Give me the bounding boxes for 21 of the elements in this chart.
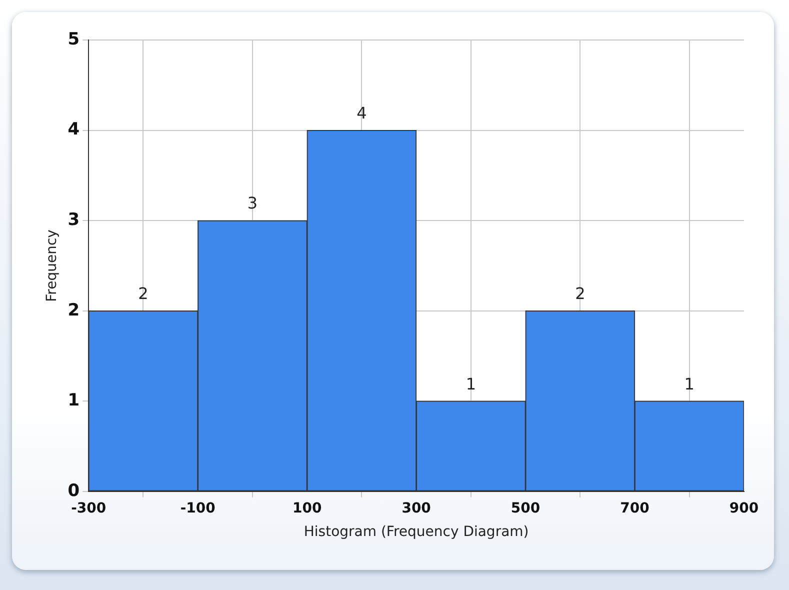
y-tick-label: 4	[68, 120, 80, 140]
x-tick-label: -300	[71, 500, 106, 516]
data-label: 3	[247, 194, 258, 213]
x-tick-label: 300	[402, 500, 432, 516]
x-tick-label: 100	[292, 500, 322, 516]
y-tick-label: 1	[68, 390, 80, 411]
data-label: 1	[684, 374, 694, 394]
data-label: 4	[356, 103, 367, 122]
data-label: 2	[138, 284, 148, 303]
x-tick-label: 900	[729, 500, 759, 516]
y-tick-label: 0	[68, 480, 80, 501]
x-tick-label: -100	[180, 500, 216, 516]
x-tick-label: 500	[510, 500, 540, 516]
x-tick-label: 700	[620, 500, 650, 516]
y-axis-title: Frequency	[44, 230, 60, 302]
y-tick-label: 3	[68, 210, 80, 230]
data-label: 1	[466, 374, 476, 394]
y-tick-label: 5	[68, 29, 80, 50]
data-label: 2	[575, 284, 586, 303]
x-axis-title: Histogram (Frequency Diagram)	[304, 524, 529, 540]
y-tick-label: 2	[68, 300, 80, 320]
